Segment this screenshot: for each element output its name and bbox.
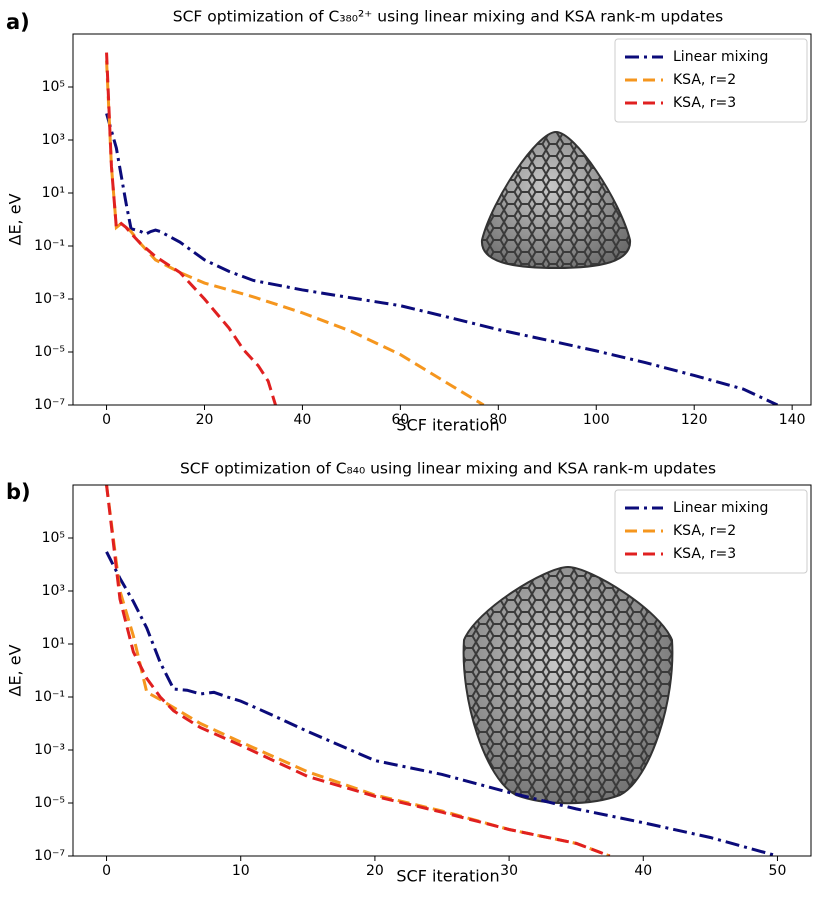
figure: SCF optimization of C₃₈₀²⁺ using linear … [0,0,813,897]
y-tick-label: 10⁻⁵ [34,795,65,811]
y-tick-label: 10⁻⁷ [34,397,65,413]
x-axis-label: SCF iteration [396,867,499,886]
y-tick-label: 10⁵ [42,530,65,546]
x-tick-label: 60 [391,412,409,428]
molecule-c840 [464,567,673,803]
x-tick-label: 10 [232,863,250,879]
y-tick-label: 10⁻¹ [34,238,65,254]
chart-title: SCF optimization of C₈₄₀ using linear mi… [180,460,716,478]
x-axis-label: SCF iteration [396,416,499,435]
y-tick-label: 10³ [42,583,65,599]
legend-label: KSA, r=3 [673,546,736,562]
y-tick-label: 10⁻¹ [34,689,65,705]
x-tick-label: 30 [500,863,518,879]
molecule-c380 [482,132,630,268]
legend-label: Linear mixing [673,49,768,65]
x-tick-label: 140 [779,412,806,428]
chart-title: SCF optimization of C₃₈₀²⁺ using linear … [173,8,723,26]
x-tick-label: 20 [196,412,214,428]
x-tick-label: 50 [769,863,787,879]
legend-label: KSA, r=2 [673,523,736,539]
y-tick-label: 10³ [42,132,65,148]
y-tick-label: 10⁻³ [34,291,65,307]
x-tick-label: 80 [489,412,507,428]
series-line [107,114,778,406]
y-tick-label: 10⁵ [42,79,65,95]
legend-label: KSA, r=3 [673,95,736,111]
x-tick-label: 40 [294,412,312,428]
y-tick-label: 10⁻³ [34,742,65,758]
panel-label: b) [6,480,31,504]
legend-label: Linear mixing [673,500,768,516]
y-tick-label: 10¹ [42,636,65,652]
x-tick-label: 0 [102,863,111,879]
y-axis-label: ΔE, eV [6,644,25,696]
x-tick-label: 120 [681,412,708,428]
legend-label: KSA, r=2 [673,72,736,88]
y-axis-label: ΔE, eV [6,193,25,245]
y-tick-label: 10¹ [42,185,65,201]
x-tick-label: 40 [634,863,652,879]
panel-label: a) [6,10,30,34]
x-tick-label: 0 [102,412,111,428]
x-tick-label: 20 [366,863,384,879]
series-line [107,61,484,406]
x-tick-label: 100 [583,412,610,428]
y-tick-label: 10⁻⁵ [34,344,65,360]
y-tick-label: 10⁻⁷ [34,848,65,864]
